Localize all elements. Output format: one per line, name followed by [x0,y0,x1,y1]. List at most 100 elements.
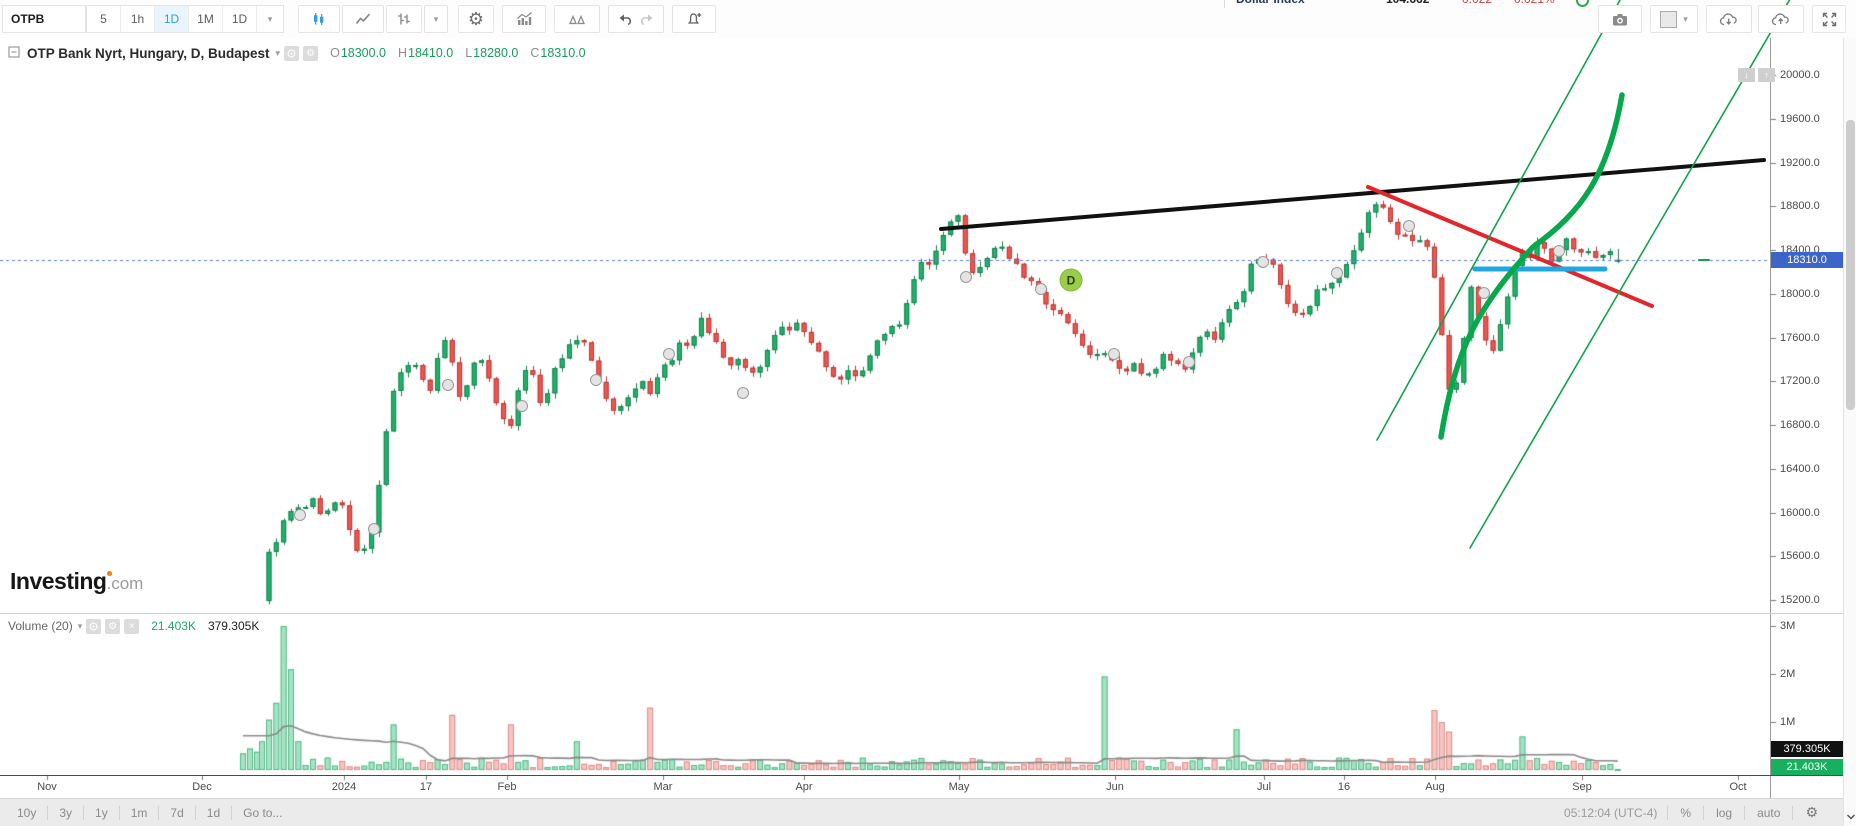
price-tick-label: 18000.0 [1780,287,1820,300]
indicators-button[interactable] [502,5,546,33]
background-color-button[interactable]: ▾ [1650,5,1698,33]
log-scale-button[interactable]: log [1716,805,1733,820]
scale-down-button[interactable]: ↓ [1738,68,1755,82]
load-chart-button[interactable] [1706,5,1752,33]
time-tick-label: Feb [497,781,517,793]
range-7d-button[interactable]: 7d [170,805,184,820]
timeframe-1m[interactable]: 1M [189,6,223,32]
ticker-divider [1224,0,1225,8]
close-value: 18310.0 [540,46,586,60]
axis-mode-buttons: 05:12:04 (UTC-4) % log auto ⚙ [1564,799,1830,826]
range-3y-button[interactable]: 3y [59,805,73,820]
time-tick-label: Sep [1572,781,1592,793]
low-value: 18280.0 [473,46,519,60]
scales-icon [568,12,586,26]
ticker-change: 0.022 [1462,0,1492,6]
time-tick-label: Oct [1729,781,1747,793]
percent-scale-button[interactable]: % [1680,805,1692,820]
settings-button[interactable]: ⚙ [458,5,494,33]
fullscreen-icon [1822,12,1837,27]
volume-caret-icon[interactable]: ▾ [77,620,83,631]
auto-scale-button[interactable]: auto [1757,805,1781,820]
range-buttons: 10y 3y 1y 1m 7d 1d Go to... [6,799,293,826]
add-alert-button[interactable] [672,5,716,33]
scale-up-button[interactable]: ↑ [1758,68,1775,82]
time-tick-label: 2024 [331,781,357,793]
range-1m-button[interactable]: 1m [130,805,148,820]
chart-title[interactable]: OTP Bank Nyrt, Hungary, D, Budapest [27,45,270,61]
price-tick-label: 16000.0 [1780,506,1820,519]
volume-remove-icon[interactable]: × [124,618,140,634]
range-1d-button[interactable]: 1d [206,805,221,820]
timeframe-1h[interactable]: 1h [121,6,155,32]
last-price-label: 18310.0 [1771,252,1843,268]
time-tick-label: Jun [1106,781,1124,793]
price-tick-label: 15600.0 [1780,549,1820,562]
high-value: 18410.0 [408,46,454,60]
clock-display[interactable]: 05:12:04 (UTC-4) [1564,805,1658,820]
goto-button[interactable]: Go to... [243,805,283,820]
volume-label[interactable]: Volume (20) [8,619,73,633]
alert-bell-icon [686,11,703,27]
timeframe-caret-icon[interactable]: ▾ [267,13,273,24]
undo-icon[interactable] [619,13,633,25]
price-tick-label: 17600.0 [1780,331,1820,344]
gear-icon: ⚙ [467,8,485,29]
line-chart-icon [355,11,371,27]
compare-button[interactable] [554,5,600,33]
redo-icon[interactable] [639,13,653,25]
price-tick-label: 19200.0 [1780,156,1820,169]
volume-ma-axis-label: 379.305K [1771,741,1843,757]
time-tick-label: Mar [653,781,673,793]
index-ticker-row[interactable]: Dollar Index 104.662 0.022 0.021% [1180,0,1600,8]
instrument-legend: OTP Bank Nyrt, Hungary, D, Budapest ▾ ⚙ … [8,44,586,62]
candlestick-style-button[interactable] [298,5,340,33]
camera-icon [1611,12,1629,27]
range-1y-button[interactable]: 1y [95,805,108,820]
save-chart-button[interactable] [1758,5,1804,33]
time-tick-label: Jul [1256,781,1272,793]
legend-settings-icon[interactable]: ⚙ [303,45,319,61]
range-10y-button[interactable]: 10y [17,805,37,820]
bottom-settings-gear-icon[interactable]: ⚙ [1805,804,1818,820]
time-tick-label: Nov [37,781,57,793]
color-swatch-icon [1660,10,1678,28]
swatch-caret-icon: ▾ [1683,13,1688,24]
time-tick-label: Apr [795,781,813,793]
symbol-input[interactable]: OTPB [2,5,86,33]
scrollbar-thumb[interactable] [1846,120,1855,410]
volume-tick-label: 2M [1780,667,1796,680]
legend-visibility-icon[interactable] [284,45,300,61]
fullscreen-button[interactable] [1812,5,1846,33]
line-style-button[interactable] [342,5,384,33]
volume-settings-icon[interactable]: ⚙ [105,618,121,634]
price-tick-label: 16800.0 [1780,418,1820,431]
pane-divider[interactable] [0,613,1843,614]
cloud-upload-icon [1771,11,1791,27]
ohlc-bar-style-button[interactable] [386,5,422,33]
price-tick-label: 17200.0 [1780,374,1820,387]
snapshot-button[interactable] [1598,5,1642,33]
price-axis-border [1770,38,1771,798]
timeframe-5[interactable]: 5 [87,6,121,32]
indicators-icon [516,11,533,27]
timeframe-1d-active[interactable]: 1D [155,6,189,32]
price-tick-label: 20000.0 [1780,68,1820,81]
scroll-down-icon[interactable] [1845,810,1856,824]
vertical-scrollbar[interactable] [1843,38,1856,826]
time-tick-label: Dec [192,781,212,793]
chart-style-caret-icon[interactable]: ▾ [424,5,448,33]
volume-current-axis-label: 21.403K [1771,759,1843,775]
timeframe-1d2[interactable]: 1D [223,6,257,32]
collapse-pane-icon[interactable] [8,45,20,61]
candlestick-icon [311,11,327,27]
title-caret-icon[interactable]: ▾ [275,47,281,58]
timeframe-strip: 5 1h 1D 1M 1D ▾ [86,5,284,33]
ohlc-bars-icon [396,11,412,27]
logo-brand-text: Investing [10,568,107,594]
volume-legend: Volume (20) ▾ ⚙ × 21.403K 379.305K [8,618,259,634]
volume-visibility-icon[interactable] [86,618,102,634]
price-tick-label: 15200.0 [1780,593,1820,606]
